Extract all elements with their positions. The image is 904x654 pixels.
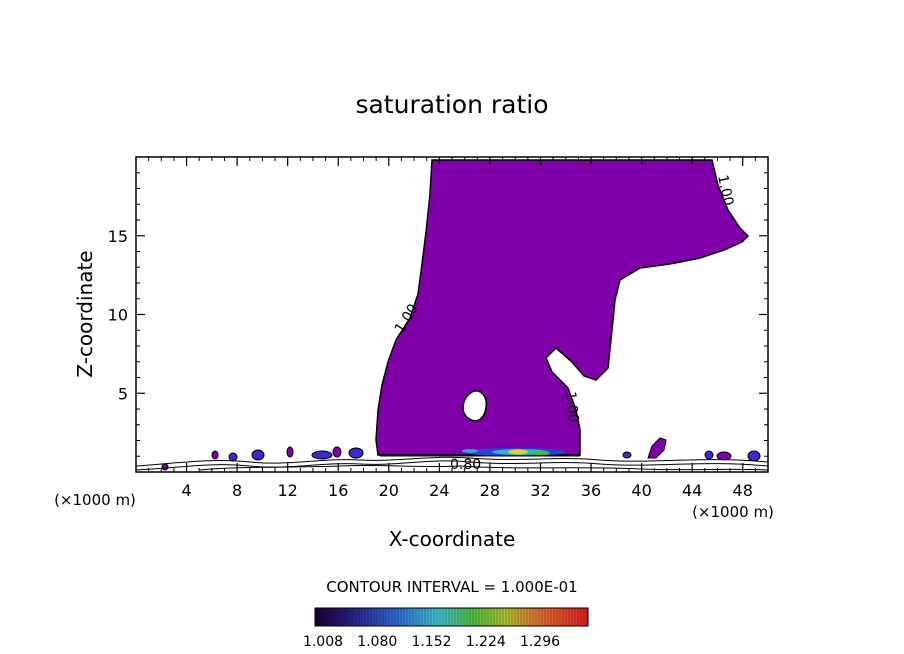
x-axis-label: X-coordinate <box>389 527 516 551</box>
x-tick-label: 8 <box>232 481 242 500</box>
plot-area: 1.00 1.00 1.00 0.80 <box>136 159 768 473</box>
x-tick-label: 4 <box>181 481 191 500</box>
low-level-patches <box>161 437 761 471</box>
y-tick-label: 10 <box>108 306 128 325</box>
colorbar-tick-label: 1.080 <box>357 634 397 650</box>
supersaturation-cores <box>462 448 567 456</box>
x-tick-label: 36 <box>581 481 601 500</box>
y-tick-label: 5 <box>118 384 128 403</box>
saturated-region <box>375 159 750 456</box>
x-tick-label: 12 <box>278 481 298 500</box>
x-tick-label: 44 <box>682 481 702 500</box>
y-tick-label: 15 <box>108 227 128 246</box>
ground-contours <box>136 455 768 471</box>
contour-interval: CONTOUR INTERVAL = 1.000E-01 <box>326 578 577 596</box>
contour-label-2: 1.00 <box>714 174 736 208</box>
x-axis: 4 8 12 16 20 24 28 32 36 40 44 48 <box>148 157 756 500</box>
x-tick-label: 16 <box>328 481 348 500</box>
y-axis-label: Z-coordinate <box>73 250 97 377</box>
colorbar: 1.008 1.080 1.152 1.224 1.296 <box>303 607 589 650</box>
x-unit-left: (×1000 m) <box>54 491 136 509</box>
region-hole <box>462 390 488 422</box>
colorbar-fill <box>314 607 589 627</box>
colorbar-tick-label: 1.008 <box>303 634 343 650</box>
colorbar-stripes <box>316 608 588 626</box>
x-tick-label: 28 <box>480 481 500 500</box>
x-unit-right: (×1000 m) <box>692 503 774 521</box>
x-tick-label: 32 <box>530 481 550 500</box>
x-tick-label: 48 <box>733 481 753 500</box>
colorbar-tick-label: 1.152 <box>411 634 451 650</box>
colorbar-tick-label: 1.224 <box>466 634 506 650</box>
y-axis: 5 10 15 <box>108 172 768 457</box>
x-tick-label: 40 <box>631 481 651 500</box>
colorbar-tick-label: 1.296 <box>520 634 560 650</box>
x-tick-label: 20 <box>379 481 399 500</box>
contour-label-3: 1.00 <box>562 391 581 424</box>
contour-label-4: 0.80 <box>450 457 481 473</box>
chart-title: saturation ratio <box>355 90 548 119</box>
colorbar-labels: 1.008 1.080 1.152 1.224 1.296 <box>303 634 560 650</box>
x-tick-label: 24 <box>429 481 449 500</box>
